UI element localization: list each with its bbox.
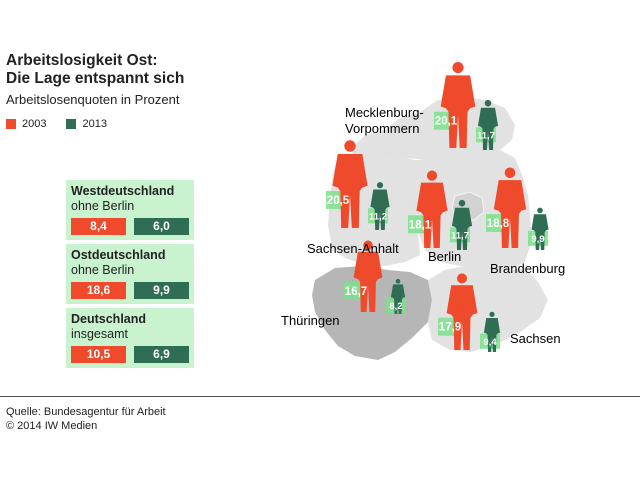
summary-box-east: Ostdeutschland ohne Berlin 18,6 9,9 [66, 244, 194, 304]
data-label-2013-brandenburg: 9,9 [531, 234, 544, 245]
east-germany-map: 20,1 11,7 20,5 11,2 18,1 11,7 18,8 9,9 16,7 8,2 17… [281, 62, 565, 360]
summary-value-2003: 10,5 [71, 346, 126, 363]
summary-title: Deutschland [71, 312, 147, 326]
summary-subtitle: ohne Berlin [71, 199, 135, 213]
title-line-2: Die Lage entspannt sich [6, 70, 185, 87]
figure-2013-sachsen-anhalt-head [376, 182, 384, 189]
region-labels: Mecklenburg- Vorpommern Sachsen-Anhalt B… [281, 105, 565, 346]
legend: 2003 2013 [6, 118, 127, 130]
figure-2003-brandenburg-head [504, 167, 516, 179]
figure-2013-mv [477, 99, 499, 150]
figure-2013-thueringen [390, 278, 406, 314]
summary-title: Ostdeutschland [71, 248, 166, 262]
data-label-2013-berlin: 11,7 [451, 230, 469, 241]
region-label-mv-line1: Mecklenburg- [345, 105, 424, 120]
summary-subtitle: insgesamt [71, 327, 128, 341]
figure-2003-sachsen-anhalt-head [344, 140, 356, 152]
figure-2003-sachsen-body [446, 285, 478, 350]
summary-title: Westdeutschland [71, 184, 175, 198]
figure-2013-sachsen-anhalt [370, 182, 390, 230]
figure-2003-thueringen-head [363, 240, 373, 250]
figure-2003-thueringen [353, 240, 383, 312]
figure-2003-sachsen-anhalt [332, 140, 368, 228]
region-label-mv-line2: Vorpommern [345, 121, 419, 136]
figure-2013-thueringen-head [395, 278, 401, 284]
figure-2003-berlin-body [416, 182, 448, 248]
legend-item-2013: 2013 [66, 118, 107, 130]
figure-2003-mv-body [440, 75, 476, 148]
figure-2013-brandenburg-head [537, 207, 543, 214]
summary-value-2013: 6,9 [134, 346, 189, 363]
data-label-2003-thueringen: 16,7 [345, 286, 367, 298]
figure-2003-mv-head [452, 62, 464, 74]
legend-swatch-2003 [6, 119, 16, 129]
data-label-2013-mv: 11,7 [477, 130, 495, 141]
data-label-2003-sachsen-anhalt: 20,5 [327, 195, 350, 207]
figure-2003-sachsen-anhalt-body [332, 154, 368, 228]
source-note: Quelle: Bundesagentur für Arbeit © 2014 … [6, 405, 166, 433]
source-line: Quelle: Bundesagentur für Arbeit [6, 406, 166, 418]
figure-2003-brandenburg [493, 167, 527, 248]
figure-2013-sachsen-anhalt-body [370, 189, 390, 230]
chart-marks: 20,1 11,7 20,5 11,2 18,1 11,7 18,8 9,9 16,7 8,2 17… [326, 62, 549, 352]
figure-2003-sachsen [446, 273, 478, 350]
summary-subtitle: ohne Berlin [71, 263, 135, 277]
figure-2013-sachsen [483, 311, 501, 352]
figure-2013-berlin-head [458, 199, 466, 207]
figure-2003-berlin [416, 170, 448, 248]
data-label-2013-sachsen-anhalt: 11,2 [369, 211, 387, 222]
data-label-2003-sachsen: 17,9 [439, 322, 461, 334]
legend-label-2013: 2013 [82, 118, 107, 130]
region-mecklenburg-vorpommern-shape [350, 96, 515, 160]
summary-box-west: Westdeutschland ohne Berlin 8,4 6,0 [66, 180, 194, 240]
region-label-thueringen: Thüringen [281, 313, 340, 328]
figure-2003-sachsen-head [457, 273, 467, 284]
figure-2003-berlin-head [426, 170, 438, 181]
region-label-brandenburg: Brandenburg [490, 261, 565, 276]
region-label-sachsen-anhalt: Sachsen-Anhalt [307, 241, 399, 256]
legend-swatch-2013 [66, 119, 77, 129]
figure-2013-mv-head [484, 99, 492, 107]
summary-value-2013: 6,0 [134, 218, 189, 235]
summary-box-germany: Deutschland insgesamt 10,5 6,9 [66, 308, 194, 368]
data-label-2003-brandenburg: 18,8 [487, 218, 510, 230]
summary-value-2013: 9,9 [134, 282, 189, 299]
figure-2013-sachsen-body [483, 318, 501, 352]
chart-title: Arbeitslosigkeit Ost: Die Lage entspannt… [6, 52, 184, 88]
copyright-line: © 2014 IW Medien [6, 420, 98, 432]
region-label-berlin: Berlin [428, 249, 461, 264]
figure-2013-sachsen-head [489, 311, 495, 317]
legend-item-2003: 2003 [6, 118, 46, 130]
legend-label-2003: 2003 [22, 118, 47, 130]
figure-2013-thueringen-body [390, 284, 406, 314]
data-label-2013-thueringen: 8,2 [389, 301, 402, 312]
figure-2003-mv [440, 62, 476, 148]
chart-subtitle: Arbeitslosenquoten in Prozent [6, 92, 180, 107]
title-line-1: Arbeitslosigkeit Ost: [6, 52, 158, 69]
figure-2013-berlin-body [451, 207, 473, 250]
summary-value-2003: 18,6 [71, 282, 126, 299]
figure-2003-brandenburg-body [493, 180, 527, 248]
summary-value-2003: 8,4 [71, 218, 126, 235]
region-label-sachsen: Sachsen [510, 331, 561, 346]
figure-2013-brandenburg [531, 207, 549, 250]
data-label-2013-sachsen: 9,4 [483, 337, 497, 348]
data-label-2003-mv: 20,1 [435, 116, 458, 128]
divider-line [0, 396, 640, 397]
figure-2013-mv-body [477, 107, 499, 150]
figure-2013-brandenburg-body [531, 214, 549, 250]
figure-2003-thueringen-body [353, 251, 383, 312]
data-label-2003-berlin: 18,1 [409, 219, 432, 231]
figure-2013-berlin [451, 199, 473, 250]
